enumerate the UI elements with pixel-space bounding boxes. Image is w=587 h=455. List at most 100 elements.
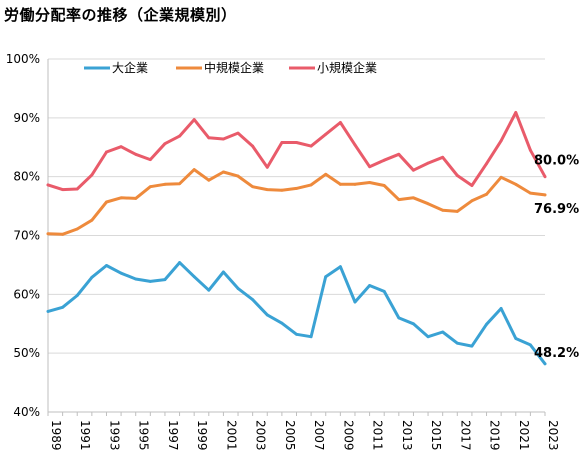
data-point xyxy=(46,232,50,236)
x-tick-label: 1997 xyxy=(166,420,180,451)
data-point xyxy=(236,131,240,135)
y-tick-label: 60% xyxy=(13,287,40,301)
data-point xyxy=(368,165,371,169)
data-point xyxy=(382,289,386,293)
data-point xyxy=(528,148,532,152)
data-point xyxy=(382,184,386,187)
data-point xyxy=(192,275,196,279)
x-tick-label: 2017 xyxy=(458,420,472,451)
gridlines xyxy=(48,58,545,354)
data-point xyxy=(148,279,152,283)
data-point xyxy=(178,134,181,138)
data-point xyxy=(412,196,415,200)
data-point xyxy=(251,144,255,148)
data-point xyxy=(514,111,518,114)
data-point xyxy=(61,188,65,192)
x-tick-label: 2003 xyxy=(254,420,268,451)
y-tick-label: 80% xyxy=(13,170,40,184)
data-point xyxy=(46,309,50,313)
data-point xyxy=(455,209,459,213)
x-tick-label: 2015 xyxy=(429,420,443,451)
data-point xyxy=(441,330,445,334)
data-point xyxy=(353,143,357,147)
data-point xyxy=(163,142,167,146)
x-tick-label: 1999 xyxy=(195,420,209,451)
data-point xyxy=(251,185,255,189)
data-point xyxy=(75,227,79,231)
data-point xyxy=(295,141,298,144)
data-point xyxy=(368,284,371,287)
data-point xyxy=(178,261,181,264)
data-point xyxy=(543,175,547,179)
data-point xyxy=(207,178,211,182)
end-value-label: 76.9% xyxy=(534,202,579,217)
data-point xyxy=(295,332,298,336)
x-tick-label: 1993 xyxy=(107,420,121,451)
data-point xyxy=(265,165,269,169)
x-axis-tick-labels: 1989 1991 1993 1995 1997 1999 2001 2003 2005 2007… xyxy=(49,420,560,451)
data-point xyxy=(368,181,371,184)
data-point xyxy=(75,187,79,191)
series-line-1 xyxy=(46,261,547,366)
x-tick-label: 2009 xyxy=(341,420,355,451)
data-point xyxy=(222,170,225,174)
data-point xyxy=(222,270,225,274)
data-point xyxy=(441,155,445,159)
data-point xyxy=(90,218,94,222)
end-value-label: 48.2% xyxy=(534,346,579,361)
data-point xyxy=(280,321,284,325)
data-point xyxy=(134,152,138,156)
data-point xyxy=(514,182,518,186)
data-point xyxy=(353,182,357,186)
data-point xyxy=(280,141,284,144)
y-axis-tick-labels: 40% 50% 60% 70% 80% 90% 100% xyxy=(6,52,40,419)
data-point xyxy=(105,150,108,154)
data-point xyxy=(324,132,328,136)
x-tick-label: 2005 xyxy=(283,420,297,451)
data-point xyxy=(222,137,225,141)
data-point xyxy=(61,232,65,236)
y-tick-label: 40% xyxy=(13,405,40,419)
data-point xyxy=(397,152,401,156)
data-point xyxy=(543,362,547,366)
x-tick-label: 2023 xyxy=(546,420,560,451)
x-tick-label: 1991 xyxy=(78,420,92,451)
data-point xyxy=(148,158,152,162)
data-point xyxy=(295,187,298,190)
series-lines xyxy=(46,111,547,366)
x-tick-label: 1995 xyxy=(137,420,151,451)
data-point xyxy=(499,307,503,310)
data-point xyxy=(148,185,152,189)
data-point xyxy=(163,182,167,186)
data-point xyxy=(90,275,94,279)
data-point xyxy=(441,208,445,212)
data-point xyxy=(309,144,313,148)
data-point xyxy=(309,183,313,187)
data-point xyxy=(251,298,255,302)
data-point xyxy=(61,305,65,309)
data-point xyxy=(134,197,138,200)
data-point xyxy=(324,172,328,176)
x-tick-label: 2021 xyxy=(517,420,531,451)
y-tick-label: 50% xyxy=(13,346,40,360)
x-tick-label: 2007 xyxy=(312,420,326,451)
data-point xyxy=(412,168,415,172)
axes xyxy=(47,59,546,416)
data-point xyxy=(499,175,503,179)
data-point xyxy=(324,275,328,279)
data-point xyxy=(90,173,94,177)
data-point xyxy=(192,168,196,172)
data-point xyxy=(455,341,459,345)
data-point xyxy=(309,335,313,339)
data-point xyxy=(75,294,79,297)
data-point xyxy=(485,162,488,166)
data-point xyxy=(105,200,108,204)
legend-label: 大企業 xyxy=(112,60,148,75)
data-point xyxy=(528,191,532,195)
data-point xyxy=(543,193,547,197)
data-point xyxy=(470,344,474,348)
y-tick-label: 70% xyxy=(13,229,40,243)
data-point xyxy=(499,139,503,143)
x-tick-label: 2011 xyxy=(371,420,385,451)
